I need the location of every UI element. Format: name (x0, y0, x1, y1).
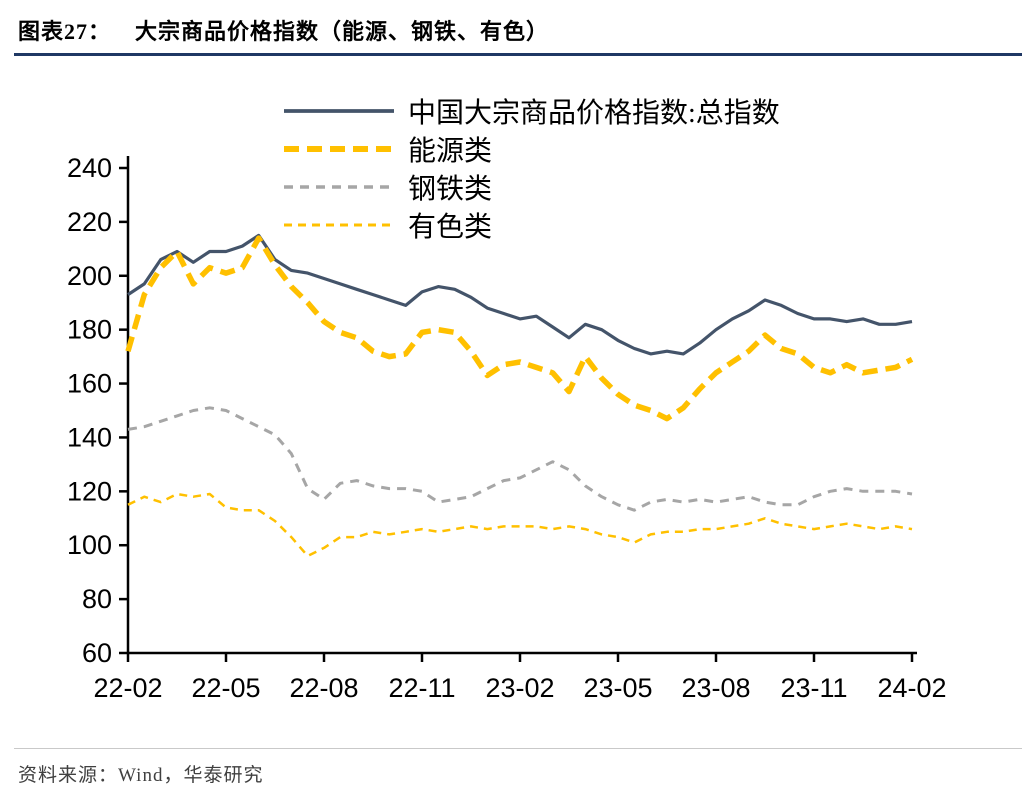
svg-text:23-11: 23-11 (780, 673, 847, 703)
svg-text:140: 140 (67, 422, 112, 452)
legend-label-energy: 能源类 (408, 136, 493, 167)
title-divider (14, 53, 1022, 56)
legend-label-steel: 钢铁类 (408, 174, 493, 205)
svg-text:200: 200 (67, 261, 112, 291)
commodity-price-index-chart: 60 80 100 120 140 160 180 200 220 240 22-02 22-05 22… (0, 58, 1036, 718)
legend-label-nonferrous: 有色类 (408, 212, 493, 243)
legend-line-total-icon (284, 109, 394, 113)
legend-item-nonferrous: 有色类 (284, 206, 780, 244)
svg-text:120: 120 (67, 476, 112, 506)
figure-title: 大宗商品价格指数（能源、钢铁、有色） (135, 19, 550, 44)
svg-text:22-02: 22-02 (93, 673, 162, 703)
legend-label-total: 中国大宗商品价格指数:总指数 (408, 98, 780, 129)
legend-line-nonferrous-icon (284, 223, 394, 227)
chart-canvas: 60 80 100 120 140 160 180 200 220 240 22-02 22-05 22… (67, 153, 947, 703)
footer-divider (14, 748, 1022, 749)
svg-text:22-11: 22-11 (388, 673, 455, 703)
figure-header: 图表27： 大宗商品价格指数（能源、钢铁、有色） (0, 0, 1036, 53)
svg-text:60: 60 (82, 638, 112, 668)
legend-item-steel: 钢铁类 (284, 168, 780, 206)
svg-text:23-05: 23-05 (583, 673, 652, 703)
chart-legend: 中国大宗商品价格指数:总指数 能源类 钢铁类 有色类 (284, 92, 780, 244)
svg-text:100: 100 (67, 530, 112, 560)
source-note: 资料来源：Wind，华泰研究 (18, 765, 264, 786)
svg-text:220: 220 (67, 207, 112, 237)
svg-text:240: 240 (67, 153, 112, 183)
figure-number: 图表27： (18, 19, 112, 44)
svg-text:22-08: 22-08 (289, 673, 358, 703)
svg-text:23-08: 23-08 (681, 673, 750, 703)
legend-item-energy: 能源类 (284, 130, 780, 168)
svg-text:80: 80 (82, 584, 112, 614)
svg-text:180: 180 (67, 315, 112, 345)
svg-text:160: 160 (67, 369, 112, 399)
legend-line-steel-icon (284, 185, 394, 189)
legend-line-energy-icon (284, 146, 394, 152)
svg-text:22-05: 22-05 (191, 673, 260, 703)
legend-item-total: 中国大宗商品价格指数:总指数 (284, 92, 780, 130)
svg-text:23-02: 23-02 (485, 673, 554, 703)
svg-text:24-02: 24-02 (877, 673, 946, 703)
